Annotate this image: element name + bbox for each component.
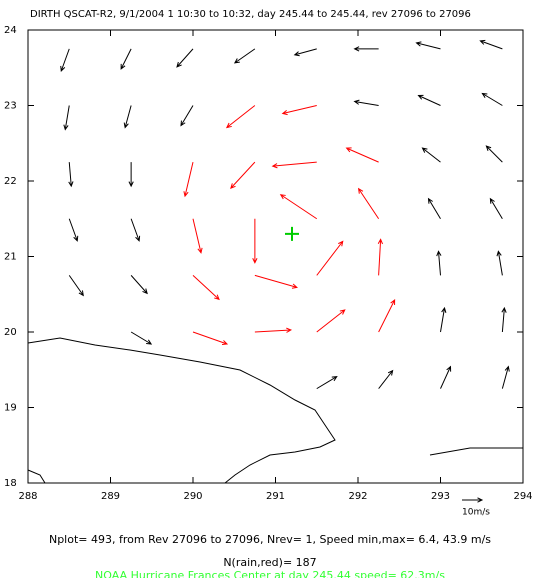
y-tick-label: 22 — [4, 176, 17, 187]
wind-vector — [293, 48, 317, 57]
wind-vector — [176, 48, 194, 68]
rain-count: N(rain,red)= 187 — [223, 556, 316, 569]
wind-vector — [378, 369, 394, 389]
wind-vector — [233, 48, 256, 64]
coastline — [429, 447, 523, 456]
x-tick-label: 294 — [513, 491, 532, 502]
reference-arrow — [462, 497, 484, 503]
wind-vector — [192, 275, 220, 301]
coastlines — [27, 337, 523, 484]
wind-vector — [485, 145, 503, 163]
coastline — [27, 469, 46, 484]
wind-vector — [60, 48, 70, 72]
wind-vector — [68, 162, 74, 188]
wind-vector — [63, 105, 70, 131]
wind-vector — [481, 92, 503, 106]
wind-vector — [68, 218, 79, 242]
chart-title: DIRTH QSCAT-R2, 9/1/2004 1 10:30 to 10:3… — [30, 9, 471, 20]
wind-vector — [225, 105, 256, 129]
wind-vector — [316, 309, 346, 333]
coastline — [27, 337, 336, 484]
wind-vector — [345, 147, 379, 163]
y-tick-label: 19 — [4, 403, 17, 414]
stats-text: Nplot= 493, from Rev 27096 to 27096, Nre… — [49, 533, 491, 546]
x-tick-label: 291 — [266, 491, 285, 502]
wind-vector — [254, 327, 293, 333]
y-tick-label: 21 — [4, 252, 17, 263]
wind-vector — [120, 48, 132, 70]
wind-vector — [501, 306, 507, 333]
wind-vector — [501, 365, 510, 389]
wind-vector — [496, 250, 503, 276]
reference-label: 10m/s — [462, 508, 490, 518]
wind-vector — [440, 365, 452, 389]
center-note: NOAA Hurricane Frances Center at day 245… — [95, 569, 445, 578]
wind-vector — [183, 162, 194, 198]
wind-vector — [123, 105, 132, 129]
plot-frame — [27, 29, 524, 484]
wind-vector — [357, 187, 380, 220]
wind-vector — [436, 250, 442, 276]
x-tick-label: 292 — [348, 491, 367, 502]
wind-vector — [192, 218, 203, 254]
wind-vector — [427, 197, 441, 220]
wind-vector — [271, 161, 317, 169]
wind-vector — [130, 331, 153, 345]
y-tick-label: 23 — [4, 101, 17, 112]
wind-vector — [230, 161, 256, 189]
wind-vector — [180, 105, 194, 127]
wind-vector — [254, 274, 298, 289]
wind-vector — [192, 331, 229, 346]
wind-vector — [281, 105, 317, 116]
wind-vector — [421, 147, 441, 163]
wind-vector — [479, 39, 503, 50]
wind-vector — [128, 162, 134, 188]
wind-vector — [377, 238, 384, 276]
x-tick-label: 290 — [183, 491, 202, 502]
wind-vector — [353, 99, 379, 106]
x-tick-label: 288 — [18, 491, 37, 502]
wind-vector — [353, 46, 379, 52]
wind-vector — [130, 218, 141, 242]
wind-vector — [415, 41, 441, 50]
x-tick-label: 293 — [431, 491, 450, 502]
wind-vector — [68, 275, 84, 297]
x-tick-label: 289 — [101, 491, 120, 502]
wind-vector — [316, 376, 338, 390]
wind-vector — [440, 306, 447, 333]
wind-vector — [130, 275, 148, 295]
y-tick-label: 18 — [4, 478, 17, 489]
y-tick-label: 20 — [4, 327, 17, 338]
storm-center — [285, 226, 299, 241]
wind-vector — [279, 194, 318, 220]
wind-vector — [252, 218, 258, 264]
wind-vector — [489, 197, 503, 220]
wind-vector — [378, 298, 396, 333]
y-tick-label: 24 — [4, 25, 17, 36]
wind-vector — [316, 240, 344, 276]
wind-vector — [417, 94, 441, 106]
